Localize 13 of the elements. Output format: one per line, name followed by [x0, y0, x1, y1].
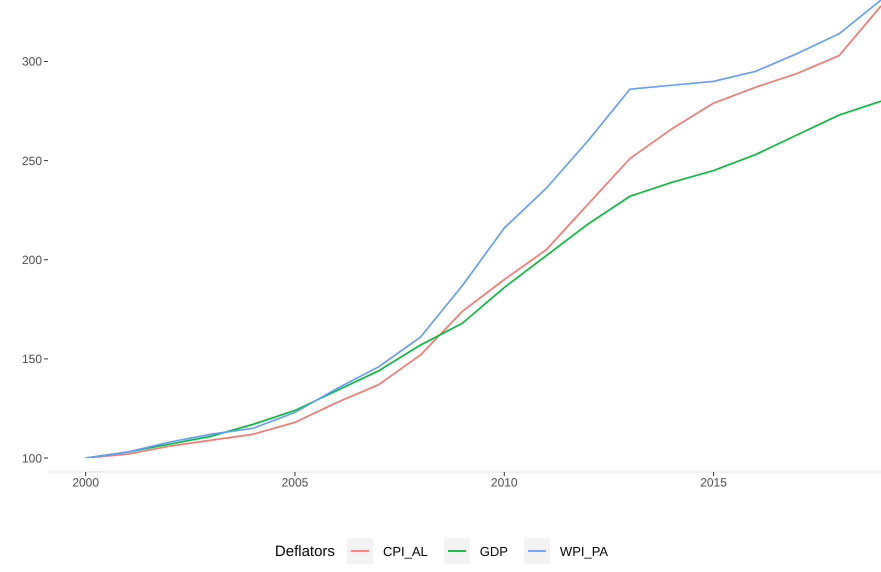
x-tick-label: 2015 [700, 476, 728, 490]
y-tick-label: 200 [22, 252, 42, 267]
x-tick-label: 2000 [72, 476, 100, 490]
legend-title: Deflators [274, 542, 335, 560]
y-tick-label: 150 [22, 352, 42, 366]
y-tick-label: 250 [22, 154, 42, 168]
y-tick-label: 300 [22, 54, 42, 69]
y-tick-label: 100 [22, 451, 42, 466]
legend-label: GDP [480, 544, 508, 558]
legend-label: CPI_AL [382, 544, 428, 558]
x-tick-label: 2005 [282, 476, 309, 490]
x-tick-label: 2010 [490, 476, 518, 490]
legend-label: WPI_PA [560, 544, 608, 558]
